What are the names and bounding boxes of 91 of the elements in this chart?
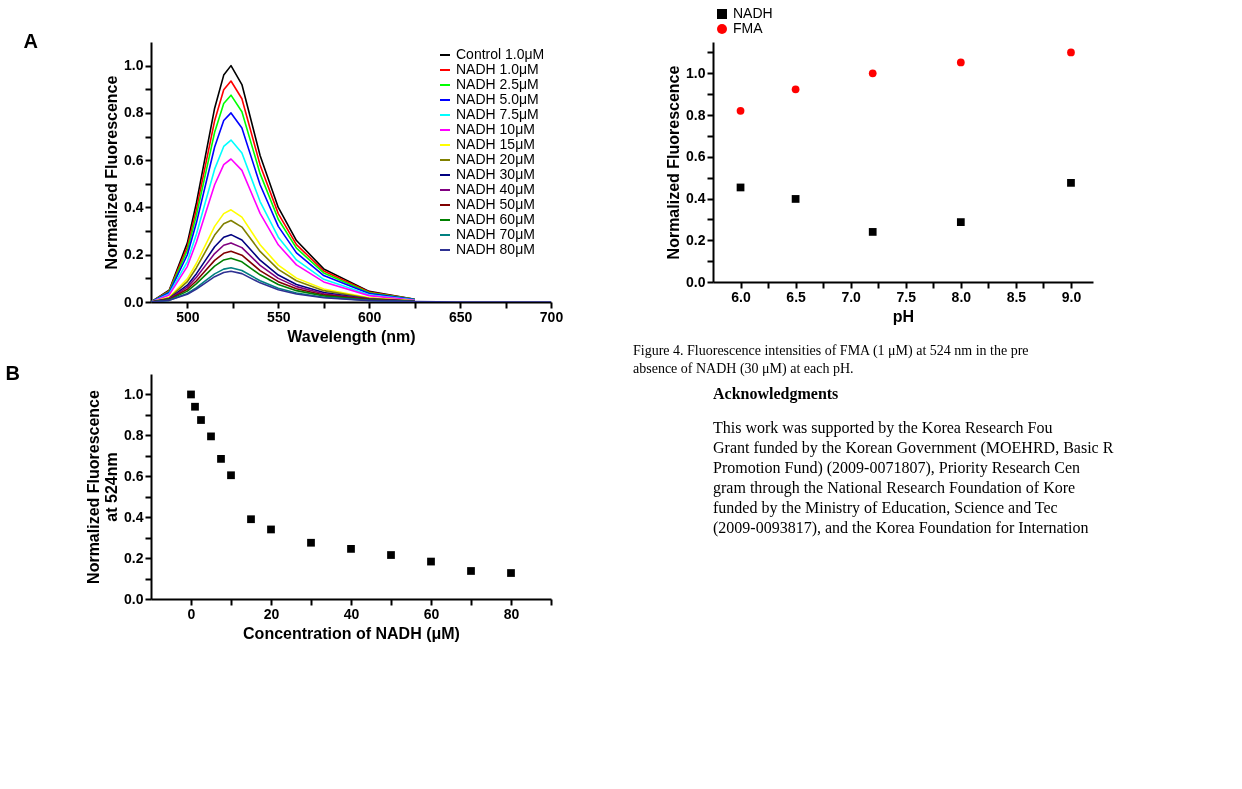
legend-label: NADH 70μM xyxy=(456,226,535,242)
y-tick-label: 0.6 xyxy=(124,151,144,168)
point xyxy=(247,515,255,524)
y-tick-label: 0.6 xyxy=(686,148,706,165)
y-tick-label: 0.8 xyxy=(686,106,706,123)
point xyxy=(956,218,965,226)
legend-label: NADH 15μM xyxy=(456,136,535,152)
x-tick-label: 700 xyxy=(539,308,564,325)
x-tick-label: 600 xyxy=(358,308,382,325)
text: Acknowledgments xyxy=(713,385,839,403)
y-tick-label: 0.8 xyxy=(124,426,144,443)
y-tick-label: 0.0 xyxy=(686,273,706,290)
x-tick-label: 8.5 xyxy=(1006,288,1027,305)
x-axis-title: Wavelength (nm) xyxy=(287,327,416,345)
x-tick-label: 40 xyxy=(343,605,360,622)
legend-label: NADH 30μM xyxy=(456,166,535,182)
text: Promotion Fund) (2009-0071807), Priority Research Cen xyxy=(713,459,1081,477)
point xyxy=(868,69,877,78)
x-tick-label: 9.0 xyxy=(1061,288,1082,305)
point xyxy=(791,85,800,94)
y-tick-label: 0.2 xyxy=(124,246,144,263)
legend-label: FMA xyxy=(733,20,764,36)
point xyxy=(868,228,877,236)
legend-label: NADH 20μM xyxy=(456,151,535,167)
point xyxy=(217,455,225,463)
legend-label: NADH xyxy=(733,5,773,21)
y-tick-label: 1.0 xyxy=(686,64,706,81)
point xyxy=(467,567,475,575)
point xyxy=(267,525,275,534)
y-tick-label: 0.8 xyxy=(124,104,144,121)
point xyxy=(307,538,315,547)
y-tick-label: 0.0 xyxy=(124,293,144,310)
legend-label: NADH 60μM xyxy=(456,211,535,227)
y-tick-label: 0.2 xyxy=(686,231,706,248)
point xyxy=(791,195,800,203)
y-tick-label: 0.6 xyxy=(124,467,144,484)
point xyxy=(207,432,215,441)
chart-title: A xyxy=(23,30,38,52)
legend-label: NADH 1.0μM xyxy=(456,61,539,77)
x-tick-label: 60 xyxy=(423,605,440,622)
point xyxy=(956,58,965,67)
point xyxy=(507,569,515,577)
x-tick-label: 20 xyxy=(263,605,280,622)
y-axis-title: Normalized Fluorescence xyxy=(665,65,683,260)
point xyxy=(1067,48,1075,57)
legend-label: NADH 50μM xyxy=(456,196,535,212)
text: (2009-0093817), and the Korea Foundation for Internation xyxy=(713,519,1089,537)
point xyxy=(427,557,435,566)
point xyxy=(1067,179,1075,187)
point xyxy=(227,471,235,480)
x-tick-label: 650 xyxy=(448,308,473,325)
text: funded by the Ministry of Education, Science and Tec xyxy=(713,499,1058,517)
x-tick-label: 8.0 xyxy=(951,288,972,305)
point xyxy=(387,551,395,559)
x-tick-label: 0 xyxy=(187,605,196,622)
chart-title: B xyxy=(5,362,20,384)
x-tick-label: 7.5 xyxy=(896,288,917,305)
y-tick-label: 0.4 xyxy=(124,198,144,215)
point xyxy=(197,416,205,424)
x-axis-title: Concentration of NADH (μM) xyxy=(243,624,460,642)
text: Grant funded by the Korean Government (MOEHRD, Basic R xyxy=(713,439,1114,457)
x-tick-label: 7.0 xyxy=(841,288,862,305)
legend-label: NADH 7.5μM xyxy=(456,106,539,122)
point xyxy=(191,402,199,411)
y-axis-title: Normalized Fluorescence at 524nm xyxy=(85,389,121,584)
x-tick-label: 6.5 xyxy=(786,288,807,305)
y-tick-label: 0.4 xyxy=(124,508,144,525)
legend-label: NADH 2.5μM xyxy=(456,76,539,92)
caption: Figure 4. Fluorescence intensities of FMA (1 μM) at 524 nm in the pre xyxy=(633,343,1029,359)
text: This work was supported by the Korea Research Fou xyxy=(713,419,1053,437)
text: gram through the National Research Foundation of Kore xyxy=(713,479,1076,497)
x-tick-label: 6.0 xyxy=(731,288,751,305)
y-tick-label: 0.4 xyxy=(686,190,706,207)
x-tick-label: 500 xyxy=(176,308,200,325)
legend-label: NADH 5.0μM xyxy=(456,91,539,107)
y-axis-title: Normalized Fluorescence xyxy=(103,75,121,270)
y-tick-label: 1.0 xyxy=(124,57,144,74)
x-tick-label: 80 xyxy=(503,605,520,622)
point xyxy=(347,545,355,553)
point xyxy=(736,107,745,115)
x-axis-title: pH xyxy=(892,307,915,325)
y-tick-label: 0.2 xyxy=(124,549,144,566)
point xyxy=(187,390,195,399)
text: absence of NADH (30 μM) at each pH. xyxy=(633,361,854,377)
legend-label: Control 1.0μM xyxy=(456,46,545,62)
y-tick-label: 0.0 xyxy=(124,590,144,607)
legend-label: NADH 80μM xyxy=(456,241,535,257)
legend-label: NADH 10μM xyxy=(456,121,535,137)
x-tick-label: 550 xyxy=(267,308,291,325)
legend-label: NADH 40μM xyxy=(456,181,535,197)
y-tick-label: 1.0 xyxy=(124,385,144,402)
